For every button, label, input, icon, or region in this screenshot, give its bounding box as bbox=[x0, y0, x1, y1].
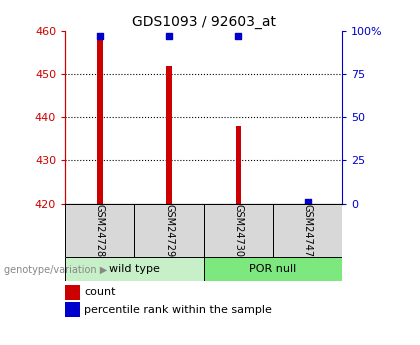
Text: wild type: wild type bbox=[109, 264, 160, 274]
Text: percentile rank within the sample: percentile rank within the sample bbox=[84, 305, 272, 315]
Bar bbox=[134, 204, 204, 257]
Point bbox=[97, 33, 103, 39]
Bar bbox=[204, 204, 273, 257]
Bar bbox=[97, 40, 102, 204]
Bar bbox=[65, 257, 204, 281]
Point bbox=[304, 199, 311, 205]
Bar bbox=[65, 204, 134, 257]
Text: GSM24729: GSM24729 bbox=[164, 204, 174, 257]
Text: GSM24747: GSM24747 bbox=[303, 204, 312, 257]
Text: genotype/variation ▶: genotype/variation ▶ bbox=[4, 265, 108, 275]
Point bbox=[235, 33, 242, 39]
Text: POR null: POR null bbox=[249, 264, 297, 274]
Bar bbox=[273, 204, 342, 257]
Text: count: count bbox=[84, 287, 116, 297]
Text: GSM24728: GSM24728 bbox=[95, 204, 105, 257]
Bar bbox=[204, 257, 342, 281]
Text: GSM24730: GSM24730 bbox=[234, 204, 243, 257]
Bar bbox=[236, 126, 241, 204]
Bar bbox=[166, 66, 172, 204]
Bar bbox=[305, 199, 310, 204]
Title: GDS1093 / 92603_at: GDS1093 / 92603_at bbox=[132, 14, 276, 29]
Point bbox=[166, 33, 173, 39]
